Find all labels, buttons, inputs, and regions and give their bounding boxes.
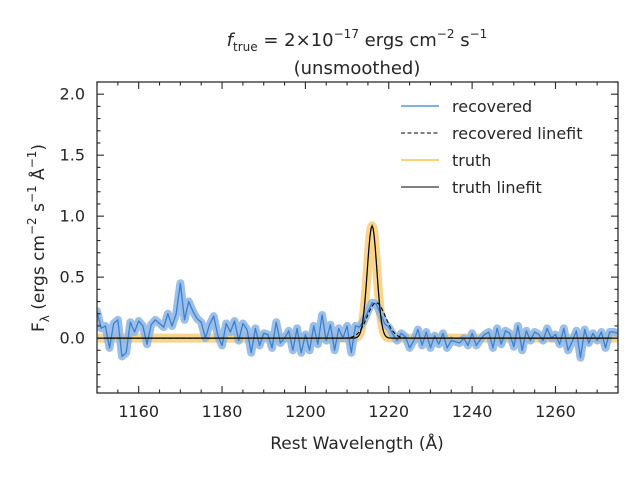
x-tick-label: 1200	[285, 402, 326, 421]
legend-label-truth-linefit: truth linefit	[452, 178, 542, 197]
x-tick-label: 1160	[118, 402, 159, 421]
recovered-band	[97, 279, 618, 362]
x-tick-label: 1260	[535, 402, 576, 421]
legend-label-recovered: recovered	[452, 97, 532, 116]
x-axis-label: Rest Wavelength (Å)	[270, 432, 444, 454]
y-tick-label: 1.0	[60, 207, 85, 226]
y-tick-label: 2.0	[60, 85, 85, 104]
plot-area	[97, 221, 618, 362]
y-axis-label: Fλ (ergs cm−2 s−1 Å−1)	[25, 144, 52, 332]
y-tick-label: 1.5	[60, 146, 85, 165]
y-tick-label: 0.5	[60, 268, 85, 287]
truth-linefit	[97, 224, 618, 339]
y-tick-label: 0.0	[60, 329, 85, 348]
plot-frame	[96, 81, 619, 394]
axis-ticks	[96, 81, 619, 393]
legend: recovered recovered linefit truth truth …	[401, 97, 583, 197]
x-tick-label: 1180	[202, 402, 243, 421]
recovered-line	[97, 282, 618, 359]
chart-title-line2: (unsmoothed)	[294, 58, 421, 79]
x-tick-label: 1240	[452, 402, 493, 421]
legend-label-recovered-linefit: recovered linefit	[452, 124, 583, 143]
legend-label-truth: truth	[452, 151, 491, 170]
x-tick-label: 1220	[368, 402, 409, 421]
chart-title-line1: ftrue = 2×10−17 ergs cm−2 s−1	[227, 27, 488, 54]
